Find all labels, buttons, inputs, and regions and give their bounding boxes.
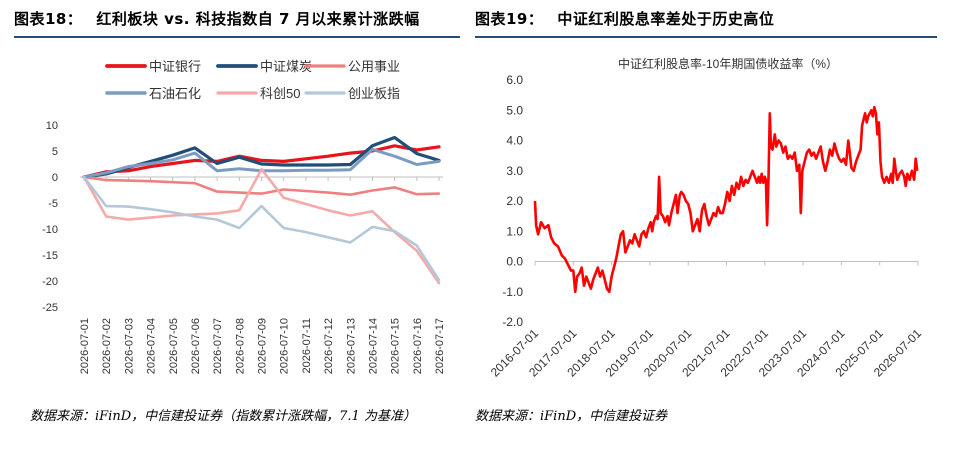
y-tick-label: 5 [52,146,58,158]
series-line [82,167,441,285]
x-tick-label: 2026-07-15 [390,318,402,374]
x-tick-label: 2026-07-04 [146,318,158,374]
legend-label: 石油石化 [149,86,201,101]
x-tick-label: 2026-07-12 [323,318,335,374]
y-tick-label: -5 [48,198,58,210]
dividend-spread-line [533,105,919,294]
x-tick-label: 2026-07-11 [301,318,313,373]
figure-18-title: 红利板块 vs. 科技指数自 7 月以来累计涨跌幅 [96,10,420,28]
figure-18-heading: 图表18： 红利板块 vs. 科技指数自 7 月以来累计涨跌幅 [14,8,420,29]
y-tick-label: -25 [42,302,58,314]
legend-label: 中证煤炭 [260,59,312,74]
figure-19-source: 数据来源：iFinD，中信建投证券 [475,409,668,424]
figure-18-chart: 10 5 0 -5 -10 -15 -20 -25 2026-07-01 2026-07-02 20… [42,59,446,374]
y-tick-label: 2.0 [506,194,523,208]
x-tick-label: 2026-07-10 [279,318,291,374]
y-tick-label: 0.0 [506,255,523,269]
x-tick-label: 2026-07-17 [434,318,446,374]
legend-label: 公用事业 [348,59,400,74]
legend-label: 科创50 [260,86,300,101]
legend-label: 中证银行 [149,59,201,74]
x-tick-label: 2026-07-01 [79,318,91,374]
x-tick-label: 2026-07-05 [168,318,180,374]
figure-19-title-rule [475,36,937,38]
y-tick-label: 1.0 [506,224,523,238]
y-tick-label: 0 [52,172,58,184]
y-tick-label: -2.0 [502,315,523,329]
x-tick-label: 2026-07-08 [234,318,246,374]
y-tick-label: -10 [42,224,58,236]
chart-title: 中证红利股息率-10年期国债收益率（%） [618,56,838,71]
x-tick-label: 2026-07-03 [123,318,135,374]
x-tick-label: 2026-07-07 [212,318,224,374]
y-tick-label: -20 [42,276,58,288]
series-line [82,175,441,196]
legend-label: 创业板指 [348,86,400,101]
x-tick-label: 2026-07-14 [367,318,379,374]
x-tick-label: 2026-07-09 [257,318,269,374]
figure-18-panel: 图表18： 红利板块 vs. 科技指数自 7 月以来累计涨跌幅 10 5 0 -5 -10… [0,0,460,461]
figure-18-source: 数据来源：iFinD，中信建投证券（指数累计涨跌幅，7.1 为基准） [30,409,416,424]
figure-19-label: 图表19： [475,10,544,28]
figure-19-chart: 中证红利股息率-10年期国债收益率（%） 6.0 5.0 4.0 3.0 2.0 1.0 0.… [488,56,925,380]
series-line [82,144,441,179]
x-tick-label: 2026-07-06 [190,318,202,374]
figure-19-title: 中证红利股息率差处于历史高位 [557,10,775,28]
x-tick-label: 2026-07-16 [412,318,424,374]
y-tick-label: 3.0 [506,164,523,178]
y-tick-label: -1.0 [502,285,523,299]
figure-18-title-rule [14,36,460,38]
x-tick-label: 2026-07-02 [101,318,113,374]
y-tick-label: 6.0 [506,73,523,87]
figure-19-panel: 图表19： 中证红利股息率差处于历史高位 中证红利股息率-10年期国债收益率（%）… [475,0,960,461]
y-tick-label: 10 [46,120,58,132]
y-tick-label: 4.0 [506,134,523,148]
figure-18-label: 图表18： [14,10,83,28]
y-tick-label: 5.0 [506,103,523,117]
figure-19-heading: 图表19： 中证红利股息率差处于历史高位 [475,8,774,29]
x-tick-label: 2026-07-13 [345,318,357,374]
series-line [82,175,441,282]
y-tick-label: -15 [42,250,58,262]
